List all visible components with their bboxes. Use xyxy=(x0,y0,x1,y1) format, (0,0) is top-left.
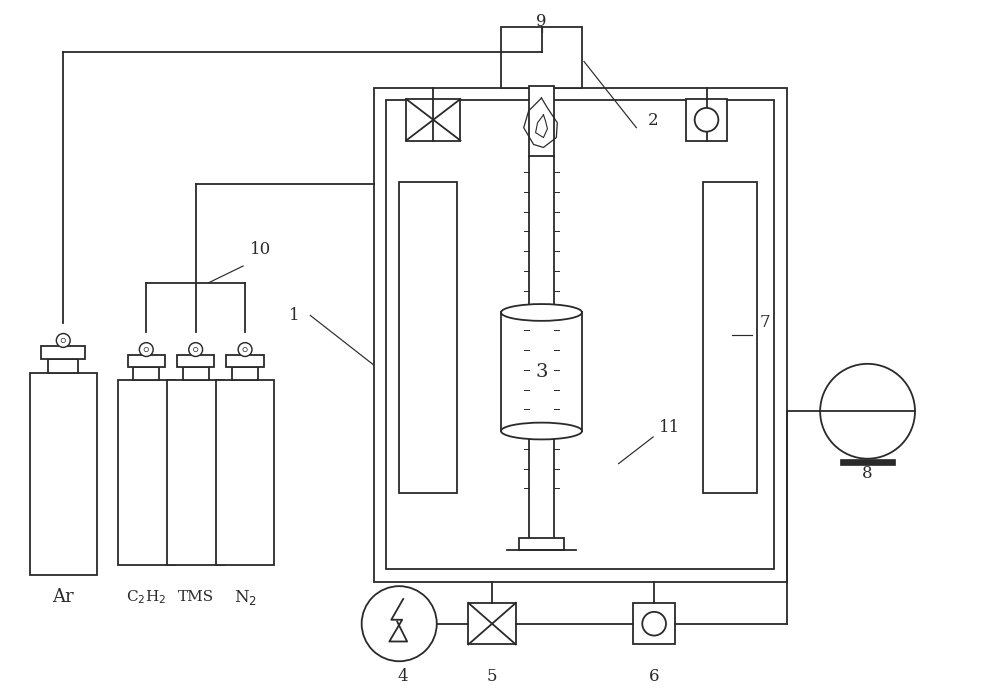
Text: 7: 7 xyxy=(759,314,770,331)
Bar xyxy=(529,156,554,312)
Text: 4: 4 xyxy=(398,668,408,685)
Bar xyxy=(840,458,895,465)
Bar xyxy=(128,356,165,367)
Text: 2: 2 xyxy=(648,112,658,130)
Text: TMS: TMS xyxy=(178,590,214,604)
Bar xyxy=(41,346,85,358)
Text: 11: 11 xyxy=(659,419,681,435)
Bar xyxy=(406,99,460,141)
Bar xyxy=(226,356,264,367)
Bar xyxy=(232,367,258,379)
Bar xyxy=(177,356,214,367)
Text: 8: 8 xyxy=(862,465,873,482)
Circle shape xyxy=(362,586,437,662)
Circle shape xyxy=(189,342,203,356)
Text: 9: 9 xyxy=(536,13,547,31)
Bar xyxy=(374,88,787,582)
Bar xyxy=(703,182,757,493)
Text: 10: 10 xyxy=(250,241,272,258)
Bar xyxy=(501,27,582,88)
Circle shape xyxy=(61,338,65,342)
Text: 3: 3 xyxy=(535,363,548,381)
Text: 1: 1 xyxy=(289,307,300,324)
Bar xyxy=(633,603,675,645)
Circle shape xyxy=(238,342,252,356)
Bar xyxy=(529,86,554,158)
Circle shape xyxy=(144,347,148,351)
Bar xyxy=(133,367,159,379)
Circle shape xyxy=(820,364,915,458)
Bar xyxy=(399,182,457,493)
Text: N$_2$: N$_2$ xyxy=(234,587,257,606)
Text: Ar: Ar xyxy=(52,588,74,606)
Bar xyxy=(118,379,175,566)
Bar xyxy=(686,99,727,141)
Bar xyxy=(519,538,564,550)
Circle shape xyxy=(139,342,153,356)
Ellipse shape xyxy=(501,304,582,321)
Circle shape xyxy=(642,612,666,636)
Text: 6: 6 xyxy=(649,668,659,685)
Text: 5: 5 xyxy=(487,668,497,685)
Circle shape xyxy=(695,108,718,132)
Bar xyxy=(386,100,774,569)
Circle shape xyxy=(56,333,70,347)
Ellipse shape xyxy=(501,423,582,440)
Bar xyxy=(216,379,274,566)
Bar xyxy=(183,367,209,379)
Bar xyxy=(48,358,78,372)
Bar xyxy=(529,439,554,542)
Bar xyxy=(167,379,224,566)
Circle shape xyxy=(193,347,198,351)
Bar xyxy=(30,372,97,575)
Bar xyxy=(468,603,516,645)
Text: C$_2$H$_2$: C$_2$H$_2$ xyxy=(126,588,166,606)
Circle shape xyxy=(243,347,247,351)
